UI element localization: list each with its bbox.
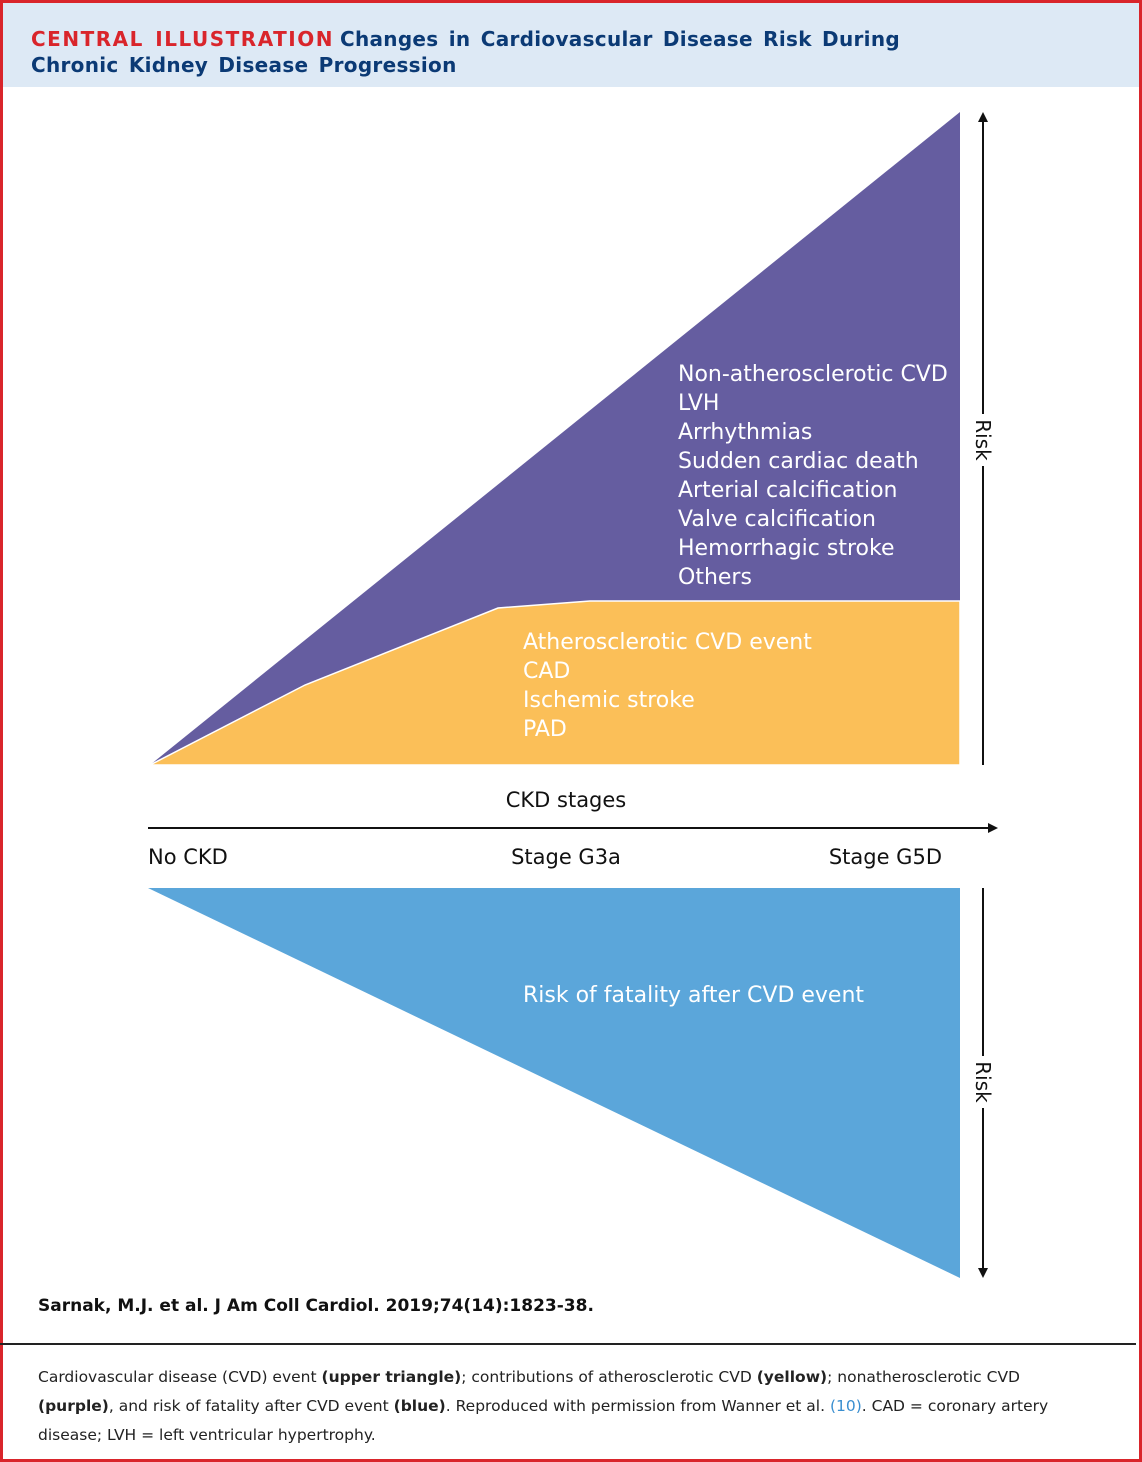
list-item: Ischemic stroke [523, 688, 695, 713]
caption-text: , and risk of fatality after CVD event [108, 1397, 394, 1415]
header: CENTRAL ILLUSTRATION Changes in Cardiovas… [3, 3, 1139, 87]
list-item: Sudden cardiac death [678, 449, 919, 474]
list-item: Arterial calcification [678, 478, 897, 503]
list-item: CAD [523, 659, 570, 684]
diagram: Non-atherosclerotic CVD LVH Arrhythmias Sud… [148, 112, 998, 1278]
list-item: PAD [523, 717, 567, 742]
stage-label: Stage G5D [829, 845, 942, 869]
header-title: Changes in Cardiovascular Disease Risk D… [31, 27, 900, 77]
risk-label: Risk [971, 1061, 995, 1103]
header-label: CENTRAL ILLUSTRATION [31, 27, 334, 51]
caption-text: ; contributions of atherosclerotic CVD [461, 1368, 757, 1386]
list-item: Non-atherosclerotic CVD [678, 362, 948, 387]
fatality-label: Risk of fatality after CVD event [523, 983, 864, 1008]
caption-text: Cardiovascular disease (CVD) event [38, 1368, 322, 1386]
axis-label: CKD stages [506, 788, 627, 812]
reference-link[interactable]: (10) [829, 1397, 862, 1415]
stage-label: Stage G3a [511, 845, 621, 869]
risk-label-bg [970, 414, 996, 466]
list-item: Valve calcification [678, 507, 876, 532]
caption-text: . Reproduced with permission from Wanner… [445, 1397, 830, 1415]
divider [0, 1343, 1136, 1345]
header-text: CENTRAL ILLUSTRATION Changes in Cardiovas… [31, 3, 931, 78]
list-item: LVH [678, 391, 719, 416]
risk-label: Risk [971, 419, 995, 461]
nonatherosclerotic-list: Non-atherosclerotic CVD LVH Arrhythmias Sud… [678, 362, 948, 590]
caption-emphasis: (upper triangle) [321, 1368, 462, 1386]
caption-emphasis: (purple) [38, 1397, 109, 1415]
citation: Sarnak, M.J. et al. J Am Coll Cardiol. 2… [38, 1296, 594, 1316]
atherosclerotic-area [149, 600, 961, 766]
list-item: Arrhythmias [678, 420, 812, 445]
list-item: Hemorrhagic stroke [678, 536, 894, 561]
caption-text: . CAD = coronary artery disease; LVH = l… [38, 1397, 1049, 1444]
caption-text: ; nonatherosclerotic CVD [827, 1368, 1020, 1386]
atherosclerotic-list: Atherosclerotic CVD event CAD Ischemic str… [523, 630, 812, 742]
caption: Cardiovascular disease (CVD) event (uppe… [38, 1363, 1098, 1450]
stage-label: No CKD [148, 845, 228, 869]
caption-emphasis: (blue) [393, 1397, 446, 1415]
caption-emphasis: (yellow) [756, 1368, 828, 1386]
list-item: Atherosclerotic CVD event [523, 630, 812, 655]
risk-label-bg [970, 1056, 996, 1108]
list-item: Others [678, 565, 752, 590]
fatality-area [148, 888, 960, 1278]
